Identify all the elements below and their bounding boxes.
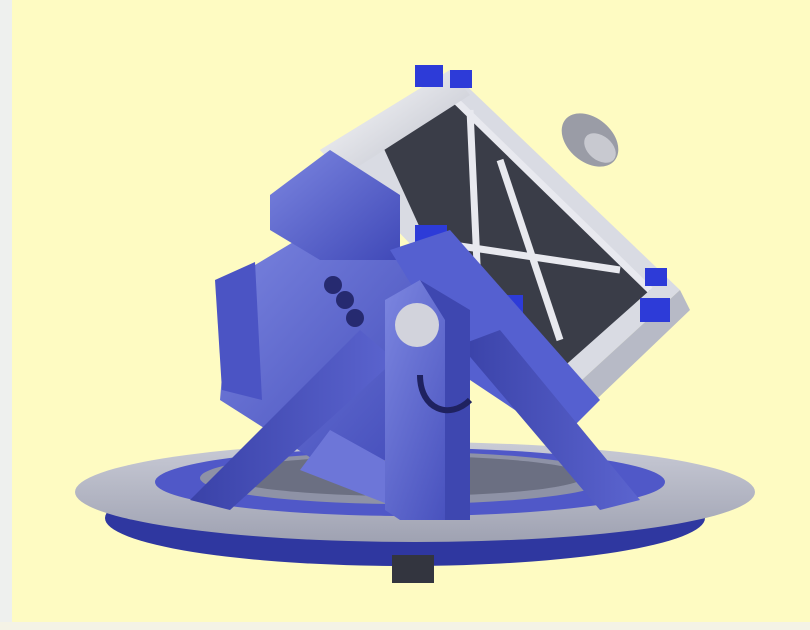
- tube-interior: [380, 95, 650, 370]
- drum-hole: [324, 276, 342, 294]
- cable: [417, 374, 473, 414]
- leg: [460, 330, 640, 510]
- drum-side: [215, 262, 262, 400]
- drum-hole: [336, 291, 354, 309]
- pier-side: [420, 280, 470, 520]
- corner-block: [415, 65, 443, 87]
- corner-block: [645, 268, 667, 286]
- secondary-cap: [584, 133, 616, 163]
- bottom-ring: [560, 290, 690, 420]
- drum-hole: [346, 309, 364, 327]
- left-edge: [0, 0, 12, 630]
- corner-block: [450, 70, 472, 88]
- leg: [190, 330, 395, 510]
- bottom-edge: [0, 622, 810, 630]
- corner-block: [640, 298, 670, 322]
- top-ring: [320, 70, 470, 175]
- axis-hub: [395, 303, 439, 347]
- truss: [419, 92, 653, 342]
- fork-top: [270, 150, 400, 260]
- base-foot: [392, 555, 434, 583]
